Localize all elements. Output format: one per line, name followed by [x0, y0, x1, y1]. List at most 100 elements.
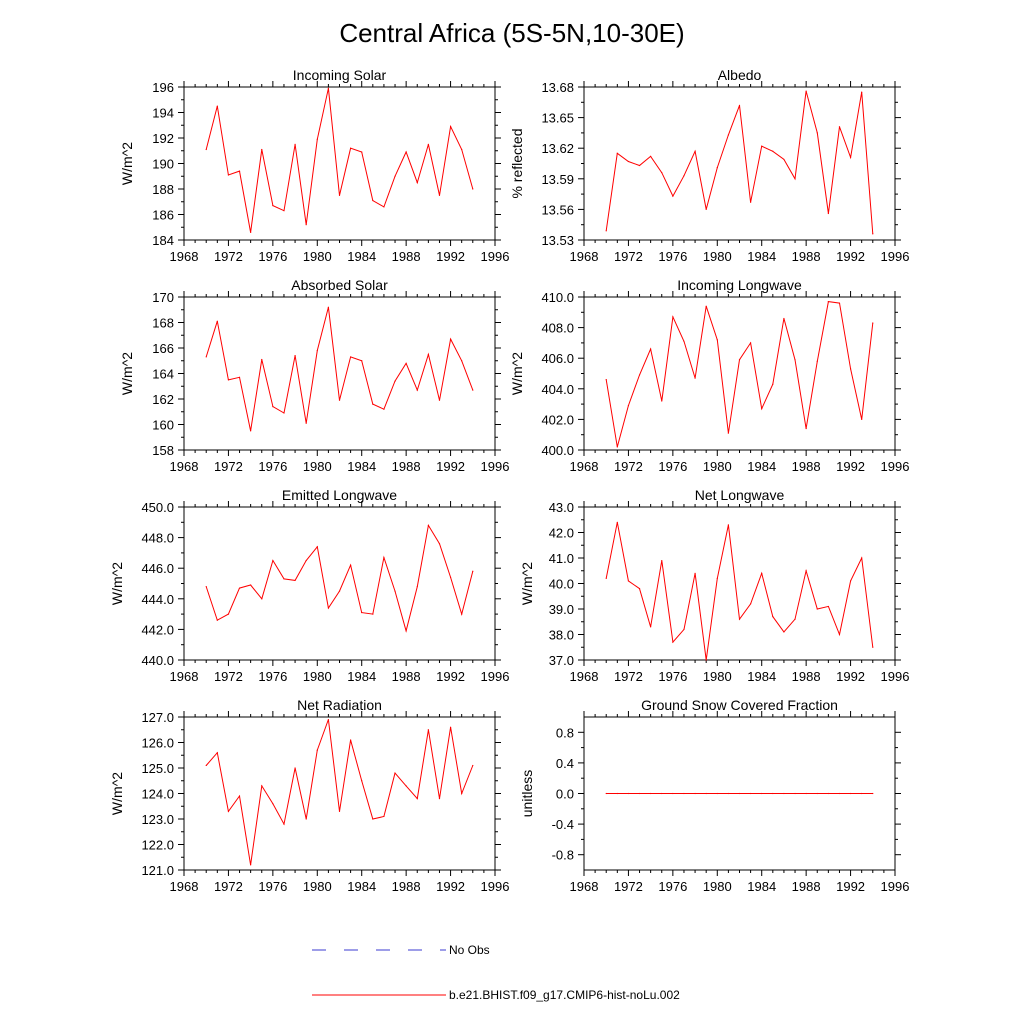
data-point [861, 418, 863, 420]
x-tick-label: 1980 [303, 459, 332, 474]
data-point [427, 143, 429, 145]
y-axis-label: unitless [519, 770, 535, 817]
y-tick-label: 164 [152, 367, 174, 382]
plot-frame [183, 86, 496, 241]
data-point [750, 342, 752, 344]
y-tick-label: 190 [152, 157, 174, 172]
x-tick-label: 1968 [170, 459, 199, 474]
data-point [438, 194, 441, 196]
data-point [438, 543, 441, 545]
x-tick-label: 1988 [392, 249, 421, 264]
data-point [216, 320, 218, 322]
x-tick-label: 1972 [214, 249, 243, 264]
data-point [750, 603, 752, 605]
x-tick-label: 1968 [170, 669, 199, 684]
y-tick-label: 406.0 [541, 351, 574, 366]
data-point [794, 618, 796, 620]
x-tick-label: 1980 [703, 249, 732, 264]
x-tick-label: 1988 [792, 249, 821, 264]
data-point [250, 584, 252, 586]
data-point [772, 616, 774, 618]
x-tick-label: 1992 [436, 459, 465, 474]
data-point [661, 559, 663, 562]
data-point [227, 810, 230, 812]
y-tick-label: 122.0 [141, 838, 174, 853]
x-tick-label: 1984 [747, 879, 776, 894]
legend: No Obs b.e21.BHIST.f09_g17.CMIP6-hist-no… [312, 943, 680, 1002]
data-point [383, 815, 385, 818]
data-point [449, 726, 452, 728]
panel-title: Absorbed Solar [291, 277, 388, 293]
x-tick-label: 1996 [881, 879, 910, 894]
data-point [661, 172, 663, 174]
y-axis-label: % reflected [509, 128, 525, 198]
panel-title: Ground Snow Covered Fraction [641, 697, 838, 713]
data-point [250, 864, 252, 866]
data-point [627, 160, 630, 163]
data-point [338, 194, 341, 196]
x-tick-label: 1972 [214, 459, 243, 474]
y-tick-label: 13.56 [541, 202, 574, 217]
x-tick-label: 1984 [347, 249, 376, 264]
data-point [372, 818, 374, 820]
y-tick-label: 442.0 [141, 622, 174, 637]
figure-title: Central Africa (5S-5N,10-30E) [339, 18, 684, 48]
data-point [383, 206, 385, 208]
x-tick-label: 1992 [836, 879, 865, 894]
data-point [616, 521, 618, 523]
data-point [694, 572, 696, 574]
data-point [816, 608, 818, 610]
data-point [472, 764, 474, 767]
data-point [705, 659, 707, 661]
data-point [449, 576, 452, 578]
data-point [772, 383, 774, 385]
data-point [627, 792, 630, 795]
x-tick-label: 1988 [392, 669, 421, 684]
x-tick-label: 1996 [481, 249, 510, 264]
x-tick-label: 1968 [170, 879, 199, 894]
panel-net-radiation: Net Radiation 1968 1972 1976 1980 1984 1988 199… [109, 697, 509, 894]
x-tick-label: 1996 [881, 459, 910, 474]
data-point [861, 792, 863, 795]
x-tick-label: 1980 [303, 669, 332, 684]
data-point [683, 175, 685, 177]
data-point [838, 126, 841, 128]
x-tick-label: 1980 [703, 669, 732, 684]
data-point [849, 580, 852, 582]
data-point [872, 322, 874, 324]
legend-label-model: b.e21.BHIST.f09_g17.CMIP6-hist-noLu.002 [449, 988, 680, 1002]
data-point [827, 300, 829, 303]
x-tick-label: 1984 [747, 459, 776, 474]
y-axis-label: W/m^2 [509, 352, 525, 395]
data-point [816, 360, 818, 362]
y-tick-label: 43.0 [549, 500, 574, 515]
y-tick-label: 448.0 [141, 531, 174, 546]
data-point [283, 210, 285, 212]
data-point [227, 613, 230, 615]
data-point [650, 348, 652, 350]
data-point [838, 792, 841, 795]
data-point [861, 91, 863, 93]
series-line [205, 524, 474, 633]
data-point [216, 619, 218, 621]
data-point [205, 764, 207, 767]
panel-incoming-solar: Incoming Solar 1968 1972 1976 1980 1984 1988 19… [119, 67, 509, 264]
panel-albedo: Albedo 1968 1972 1976 1980 1984 1988 1992 1996 13… [509, 67, 909, 264]
x-tick-label: 1984 [747, 249, 776, 264]
data-point [805, 792, 807, 795]
x-tick-label: 1976 [658, 879, 687, 894]
y-tick-label: -0.8 [552, 848, 574, 863]
data-point [783, 631, 785, 633]
data-point [394, 380, 396, 382]
data-point [694, 150, 696, 152]
panel-title: Albedo [718, 67, 762, 83]
data-point [716, 339, 718, 341]
plot-frame [583, 86, 896, 241]
data-point [761, 408, 763, 410]
x-tick-label: 1972 [214, 879, 243, 894]
data-point [683, 340, 685, 342]
data-point [416, 585, 418, 588]
data-point [605, 792, 607, 795]
data-point [461, 613, 463, 615]
